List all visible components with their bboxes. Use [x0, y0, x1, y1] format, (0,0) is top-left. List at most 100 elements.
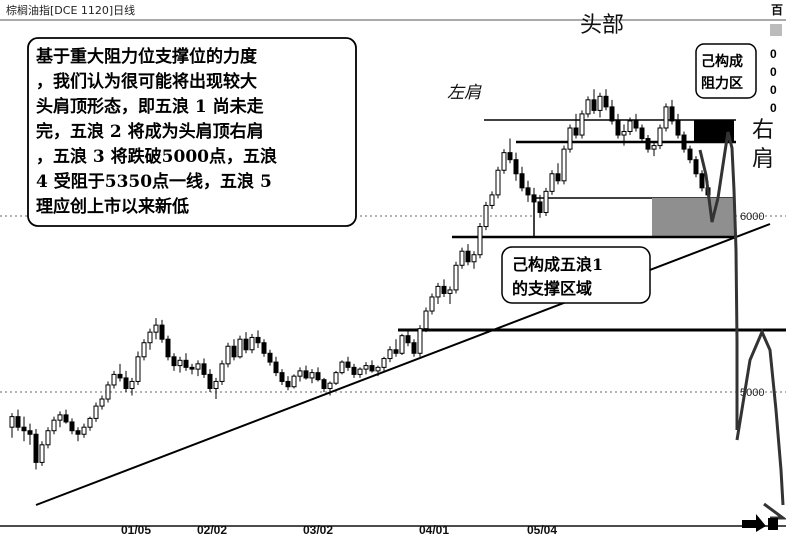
x-tick-label: 01/05: [121, 523, 151, 535]
candle-body-down: [681, 134, 687, 150]
candle-85: [519, 166, 525, 192]
candle-73: [447, 286, 453, 304]
candle-97: [591, 89, 597, 114]
candle-24: [153, 318, 159, 340]
candle-107: [651, 142, 657, 157]
candle-90: [549, 170, 555, 195]
candle-body-up: [237, 338, 243, 358]
candle-body-down: [165, 338, 171, 358]
candle-20: [129, 377, 135, 396]
candle-body-down: [273, 361, 279, 374]
candle-40: [249, 333, 255, 354]
candle-102: [621, 124, 627, 146]
candle-body-down: [687, 148, 693, 161]
candle-63: [387, 346, 393, 363]
candle-46: [285, 376, 291, 391]
candle-body-up: [81, 426, 87, 435]
candle-body-up: [375, 366, 381, 372]
corner-scroll-marker[interactable]: [770, 24, 782, 36]
main-note-line-2: ，我们认为很可能将出现较大: [36, 71, 257, 92]
candle-17: [111, 370, 117, 389]
candle-body-down: [321, 379, 327, 389]
head-label: 头部: [580, 13, 624, 38]
candle-body-up: [651, 145, 657, 150]
resistance-note-box: 己构成 阻力区: [695, 43, 757, 99]
candle-106: [645, 135, 651, 153]
resistance-zone-fill: [694, 120, 734, 142]
candle-body-down: [117, 373, 123, 379]
candle-body-down: [351, 366, 357, 375]
candle-body-down: [609, 106, 615, 122]
main-note-line-1: 基于重大阻力位支撑位的力度: [35, 46, 258, 67]
candle-body-down: [189, 366, 195, 370]
candle-body-up: [657, 127, 663, 147]
main-note-line-5: ，五浪 3 将跌破5000点，五浪: [36, 146, 277, 167]
candle-104: [633, 113, 639, 132]
candle-84: [513, 152, 519, 181]
candle-49: [303, 365, 309, 380]
candle-36: [225, 342, 231, 368]
chart-title: 棕榈油指[DCE 1120]日线: [6, 3, 135, 17]
candle-body-down: [243, 338, 249, 351]
candle-body-up: [363, 365, 369, 370]
scroll-right-arrow-icon[interactable]: [742, 514, 766, 532]
candle-body-down: [507, 152, 513, 161]
candle-body-up: [435, 285, 441, 298]
candle-69: [423, 307, 429, 333]
candle-body-up: [471, 254, 477, 263]
candle-body-up: [111, 373, 117, 386]
candle-92: [561, 145, 567, 185]
scroll-end-icon[interactable]: [768, 518, 778, 530]
candle-body-down: [63, 414, 69, 423]
candle-body-down: [159, 324, 165, 340]
candle-67: [411, 339, 417, 357]
candle-98: [597, 92, 603, 118]
candle-79: [483, 201, 489, 231]
candle-body-down: [303, 370, 309, 379]
candle-body-up: [93, 405, 99, 419]
candle-77: [471, 251, 477, 269]
candle-2: [21, 416, 27, 442]
candle-body-down: [693, 159, 699, 175]
candle-body-down: [267, 352, 273, 363]
candle-65: [399, 333, 405, 356]
resistance-note-frame: [695, 43, 757, 99]
candle-body-down: [531, 194, 537, 203]
candle-body-up: [99, 398, 105, 407]
candle-body-down: [393, 349, 399, 354]
candle-37: [231, 339, 237, 361]
candle-body-up: [399, 335, 405, 354]
candle-body-up: [387, 349, 393, 360]
candle-30: [189, 363, 195, 375]
candle-body-down: [525, 187, 531, 196]
candle-body-up: [153, 324, 159, 333]
candle-body-down: [615, 120, 621, 136]
side-digit-2: 0: [770, 65, 777, 79]
candle-body-down: [315, 372, 321, 381]
candle-body-down: [537, 201, 543, 213]
candle-21: [135, 351, 141, 385]
candle-19: [123, 370, 129, 392]
x-tick-label: 05/04: [527, 523, 557, 535]
candle-body-up: [459, 250, 465, 266]
support-note-box: 己构成五浪1 的支撑区域: [501, 246, 651, 304]
candle-body-up: [627, 120, 633, 133]
candle-body-down: [669, 106, 675, 122]
candle-body-down: [15, 416, 21, 428]
projection-wave-rebound: [735, 328, 785, 506]
candle-body-up: [495, 169, 501, 196]
candle-59: [363, 362, 369, 375]
candle-23: [147, 328, 153, 350]
candle-body-up: [87, 417, 93, 428]
candle-51: [315, 367, 321, 382]
main-note-frame: [27, 37, 357, 227]
candle-56: [345, 356, 351, 371]
candle-body-up: [135, 356, 141, 382]
main-note-line-6: 4 受阻于5350点一线，五浪 5: [36, 171, 272, 192]
main-note-line-4: 完，五浪 2 将成为头肩顶右肩: [36, 121, 264, 142]
candle-body-up: [219, 363, 225, 382]
candle-13: [87, 416, 93, 431]
x-axis-ticks: 01/05 02/02 03/02 04/01 05/04: [121, 523, 557, 535]
corner-glyph[interactable]: 百: [771, 3, 783, 17]
candle-7: [51, 416, 57, 435]
